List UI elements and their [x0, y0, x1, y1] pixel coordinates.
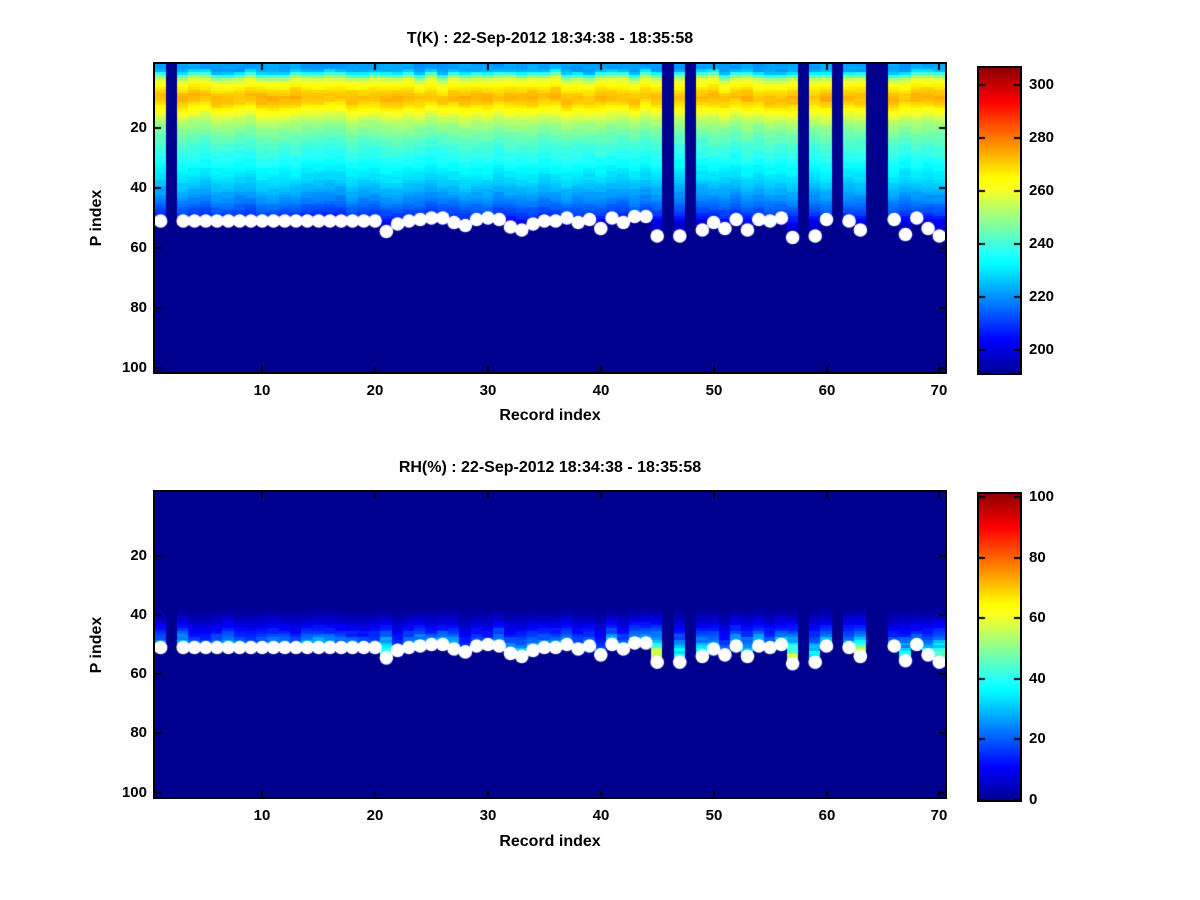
- x-tick-label: 50: [705, 382, 723, 399]
- x-tick-label: 40: [592, 382, 610, 399]
- y-tick-label: 60: [130, 665, 147, 682]
- humidity-colorbar: [977, 492, 1022, 802]
- x-tick-label: 50: [705, 807, 723, 824]
- temperature-chart-title: T(K) : 22-Sep-2012 18:34:38 - 18:35:58: [406, 30, 694, 47]
- temperature-plot-area: [153, 62, 947, 374]
- humidity-plot-area: [153, 490, 947, 799]
- x-tick-label: 30: [479, 382, 497, 399]
- colorbar-tick-label: 280: [1029, 129, 1055, 146]
- temperature-heatmap-canvas: [155, 64, 945, 372]
- colorbar-tick-label: 100: [1029, 488, 1055, 505]
- x-tick-label: 70: [930, 382, 948, 399]
- y-tick-label: 20: [130, 119, 147, 136]
- colorbar-tick-label: 200: [1029, 341, 1055, 358]
- humidity-heatmap-canvas: [155, 492, 945, 797]
- y-tick-label: 20: [130, 547, 147, 564]
- temperature-colorbar: [977, 66, 1022, 375]
- y-tick-label: 60: [130, 239, 147, 256]
- x-tick-label: 70: [930, 807, 948, 824]
- x-tick-label: 10: [253, 382, 271, 399]
- colorbar-tick-label: 40: [1029, 670, 1046, 687]
- colorbar-tick-label: 0: [1029, 791, 1038, 808]
- colorbar-tick-label: 260: [1029, 182, 1055, 199]
- y-tick-label: 40: [130, 606, 147, 623]
- temperature-colorbar-canvas: [979, 68, 1020, 373]
- colorbar-tick-label: 80: [1029, 549, 1046, 566]
- colorbar-tick-label: 220: [1029, 288, 1055, 305]
- x-tick-label: 20: [366, 807, 384, 824]
- y-tick-label: 80: [130, 724, 147, 741]
- colorbar-tick-label: 300: [1029, 76, 1055, 93]
- colorbar-tick-label: 60: [1029, 609, 1046, 626]
- x-tick-label: 60: [818, 382, 836, 399]
- x-tick-label: 60: [818, 807, 836, 824]
- x-tick-label: 10: [253, 807, 271, 824]
- humidity-chart-title: RH(%) : 22-Sep-2012 18:34:38 - 18:35:58: [398, 459, 702, 476]
- x-tick-label: 30: [479, 807, 497, 824]
- y-tick-label: 100: [121, 359, 147, 376]
- colorbar-tick-label: 240: [1029, 235, 1055, 252]
- x-tick-label: 20: [366, 382, 384, 399]
- y-tick-label: 100: [121, 784, 147, 801]
- temperature-y-axis-label: P index: [88, 189, 105, 247]
- humidity-x-axis-label: Record index: [499, 833, 601, 850]
- temperature-x-axis-label: Record index: [499, 407, 601, 424]
- humidity-colorbar-canvas: [979, 494, 1020, 800]
- colorbar-tick-label: 20: [1029, 730, 1046, 747]
- y-tick-label: 80: [130, 299, 147, 316]
- x-tick-label: 40: [592, 807, 610, 824]
- y-tick-label: 40: [130, 179, 147, 196]
